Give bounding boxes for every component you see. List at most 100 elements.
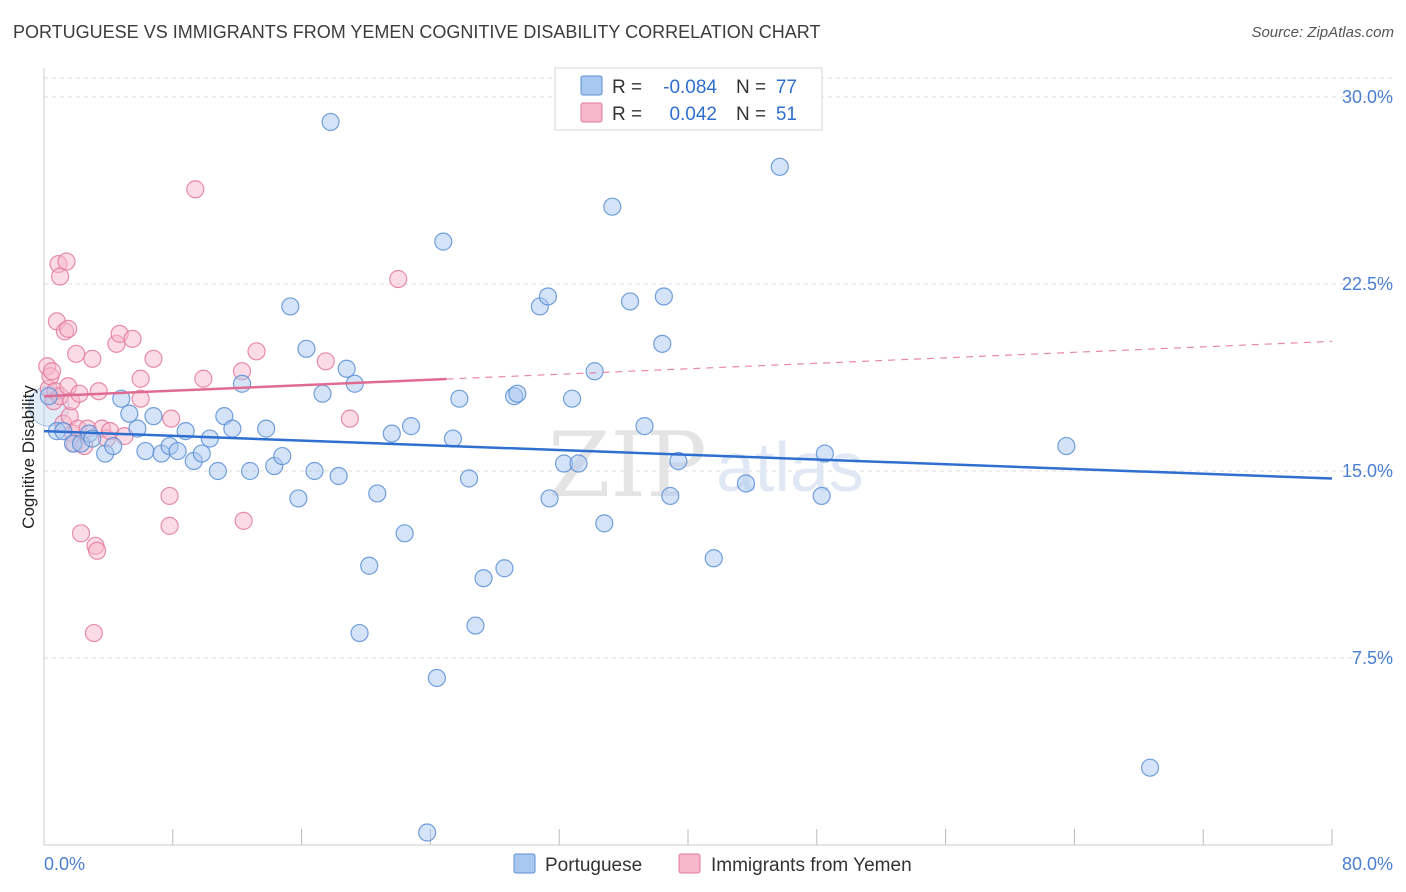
portuguese-point [427,668,446,688]
yemen-trend-line [43,377,447,398]
legend-swatch-portuguese [580,75,603,96]
yemen-point [57,252,76,271]
portuguese-point [329,466,348,486]
legend-r-value: 0.042 [669,104,717,125]
portuguese-point [474,569,493,588]
axis-layer [43,68,1332,846]
legend-n-label: N = [736,77,766,98]
portuguese-point [257,419,276,438]
portuguese-point [450,389,469,408]
trend-layer [43,340,1333,480]
portuguese-point [669,451,688,471]
portuguese-point [620,292,640,311]
portuguese-point [812,486,831,506]
yemen-point [67,344,86,363]
yemen-point [160,486,179,506]
y-tick-label: 15.0% [1342,461,1393,481]
portuguese-point [1057,436,1076,456]
portuguese-point [595,514,614,533]
portuguese-point [495,559,514,578]
portuguese-point [297,339,316,358]
y-tick-label: 7.5% [1352,648,1393,668]
yemen-point [389,269,408,289]
portuguese-point [538,287,558,306]
watermark-atlas: atlas [716,428,864,506]
yemen-point [42,362,62,381]
portuguese-point [305,461,324,481]
x-tick-label: 0.0% [44,854,85,874]
legend-r-value: -0.084 [663,77,717,98]
x-tick-label: 80.0% [1342,854,1393,874]
yemen-point [89,382,108,401]
portuguese-point [395,524,414,543]
yemen-point [340,409,359,428]
portuguese-point [704,549,723,568]
yemen-point [84,623,104,643]
portuguese-point [208,461,227,481]
yemen-point [88,541,107,560]
portuguese-point [223,419,242,438]
portuguese-point [360,556,379,575]
portuguese-point [569,454,588,473]
yemen-point [59,319,78,338]
portuguese-trend-line [43,429,1333,480]
legend-swatch-yemen [580,102,603,123]
portuguese-point [337,359,356,378]
portuguese-point [281,297,300,316]
portuguese-point [585,362,604,381]
portuguese-point [313,384,332,403]
legend-bottom-swatch-yemen [678,853,701,874]
chart-title: PORTUGUESE VS IMMIGRANTS FROM YEMEN COGN… [13,22,821,42]
yemen-point [162,409,181,428]
portuguese-point [382,424,401,443]
portuguese-point [562,389,582,408]
yemen-point [123,329,142,348]
portuguese-point [120,404,139,423]
tick-labels: 7.5% 15.0% 22.5% 30.0% 0.0% 80.0% [44,87,1393,874]
yemen-point [131,369,150,388]
y-axis-title: Cognitive Disability [19,385,38,529]
portuguese-point [144,407,163,426]
portuguese-point [350,623,369,643]
y-tick-label: 22.5% [1342,274,1393,294]
yemen-point [131,389,150,408]
yemen-point [71,524,91,543]
legend-n-label: N = [736,104,766,125]
portuguese-point [736,474,756,493]
portuguese-point [418,823,437,842]
yemen-point [316,352,335,371]
portuguese-point [603,197,622,216]
source-credit: Source: ZipAtlas.com [1251,24,1394,41]
legend-n-value: 77 [776,77,797,98]
legend-r-label: R = [612,77,642,98]
portuguese-point [192,444,211,463]
yemen-point [83,349,102,368]
legend-bottom-label-portuguese: Portuguese [545,855,642,876]
portuguese-point [128,419,147,438]
legend-bottom-swatch-portuguese [513,853,536,874]
portuguese-point [104,436,123,456]
portuguese-point [770,157,789,176]
yemen-point [234,511,253,530]
portuguese-point [83,429,102,448]
yemen-trend-line-extension [446,340,1333,380]
portuguese-point [540,489,559,508]
portuguese-point [661,486,680,506]
legend-r-label: R = [612,104,642,125]
portuguese-point [653,334,672,353]
yemen-point [247,342,266,361]
yemen-point [194,369,213,388]
yemen-point [160,516,179,535]
portuguese-point [459,469,479,488]
portuguese-point [434,232,453,251]
portuguese-point [273,446,292,466]
legend-bottom: Portuguese Immigrants from Yemen [513,853,912,876]
portuguese-point [635,417,654,436]
portuguese-point [368,484,387,503]
portuguese-point [240,461,260,481]
portuguese-point [466,616,485,635]
portuguese-point [112,389,131,408]
portuguese-point [232,374,252,393]
portuguese-point [401,417,421,436]
